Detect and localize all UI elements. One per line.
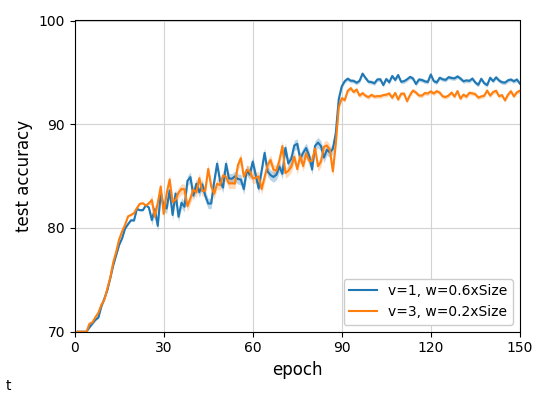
- v=3, w=0.2xSize: [517, 89, 523, 93]
- v=1, w=0.6xSize: [306, 153, 312, 158]
- v=3, w=0.2xSize: [324, 143, 330, 148]
- v=3, w=0.2xSize: [383, 92, 390, 97]
- v=1, w=0.6xSize: [75, 329, 81, 334]
- Y-axis label: test accuracy: test accuracy: [15, 120, 33, 232]
- v=1, w=0.6xSize: [249, 159, 256, 164]
- v=3, w=0.2xSize: [347, 86, 354, 91]
- v=1, w=0.6xSize: [517, 81, 523, 86]
- v=3, w=0.2xSize: [75, 329, 81, 334]
- v=3, w=0.2xSize: [442, 95, 449, 99]
- X-axis label: epoch: epoch: [272, 361, 322, 379]
- v=3, w=0.2xSize: [249, 176, 256, 181]
- Line: v=1, w=0.6xSize: v=1, w=0.6xSize: [78, 74, 520, 332]
- Line: v=3, w=0.2xSize: v=3, w=0.2xSize: [78, 88, 520, 332]
- v=1, w=0.6xSize: [442, 78, 449, 82]
- Text: t: t: [5, 379, 11, 393]
- v=3, w=0.2xSize: [306, 158, 312, 163]
- v=1, w=0.6xSize: [383, 77, 390, 82]
- Legend: v=1, w=0.6xSize, v=3, w=0.2xSize: v=1, w=0.6xSize, v=3, w=0.2xSize: [344, 279, 513, 325]
- v=1, w=0.6xSize: [359, 71, 366, 76]
- v=3, w=0.2xSize: [220, 173, 226, 178]
- v=1, w=0.6xSize: [220, 185, 226, 190]
- v=1, w=0.6xSize: [324, 147, 330, 152]
